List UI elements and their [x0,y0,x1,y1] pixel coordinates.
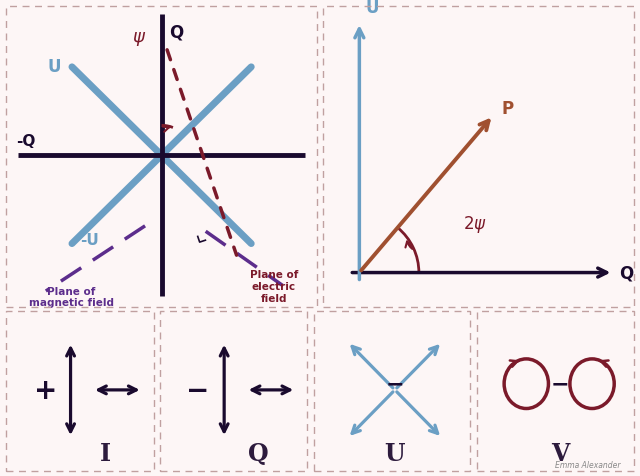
Text: −: − [551,374,570,394]
Text: U: U [385,442,405,466]
Text: Plane of
magnetic field: Plane of magnetic field [29,286,114,307]
Text: -Q: -Q [16,133,35,149]
Text: U: U [48,58,61,76]
Text: V: V [551,442,570,466]
Text: I: I [100,442,111,466]
Text: +: + [35,376,58,404]
Text: U: U [365,0,379,17]
Text: Q: Q [248,442,269,466]
Text: $\psi$: $\psi$ [132,30,147,48]
Text: Emma Alexander: Emma Alexander [556,460,621,469]
Text: Q: Q [170,24,184,41]
Text: $2\psi$: $2\psi$ [463,214,486,235]
Text: Plane of
electric
field: Plane of electric field [250,270,298,303]
Text: P: P [501,100,513,118]
Text: −: − [385,374,404,394]
Text: -U: -U [81,233,99,248]
Text: Q: Q [620,264,634,282]
Text: −: − [186,376,209,404]
